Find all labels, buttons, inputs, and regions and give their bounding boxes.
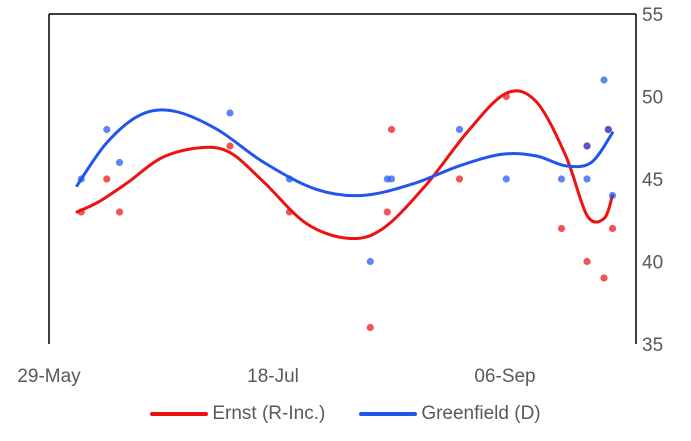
- data-point-greenfield-1: [103, 126, 110, 133]
- y-tick-label-4: 55: [642, 5, 663, 26]
- data-point-greenfield-5: [367, 258, 374, 265]
- data-point-greenfield-2: [116, 159, 123, 166]
- legend-label-ernst: Ernst (R-Inc.): [212, 403, 325, 425]
- y-tick-label-2: 45: [642, 170, 663, 191]
- data-point-greenfield-0: [78, 175, 85, 182]
- data-point-ernst-1: [103, 175, 110, 182]
- data-point-greenfield-11: [583, 175, 590, 182]
- data-point-greenfield-10: [558, 175, 565, 182]
- data-point-ernst-11: [583, 258, 590, 265]
- data-point-greenfield-14: [605, 126, 612, 133]
- legend-item-greenfield: Greenfield (D): [359, 403, 540, 425]
- data-point-greenfield-15: [609, 192, 616, 199]
- y-tick-label-1: 40: [642, 253, 663, 274]
- data-point-ernst-15: [609, 225, 616, 232]
- data-point-ernst-2: [116, 208, 123, 215]
- x-tick-label-1: 18-Jul: [247, 366, 299, 387]
- data-point-greenfield-7: [388, 175, 395, 182]
- y-tick-label-3: 50: [642, 88, 663, 109]
- data-point-ernst-10: [558, 225, 565, 232]
- legend-item-ernst: Ernst (R-Inc.): [150, 403, 325, 425]
- data-point-ernst-4: [286, 208, 293, 215]
- y-axis-tick-labels: 35 40 45 50 55: [642, 5, 663, 356]
- data-point-ernst-3: [226, 142, 233, 149]
- data-point-greenfield-13: [600, 76, 607, 83]
- data-point-greenfield-4: [286, 175, 293, 182]
- data-point-ernst-9: [503, 93, 510, 100]
- data-point-greenfield-8: [456, 126, 463, 133]
- legend: Ernst (R-Inc.) Greenfield (D): [0, 396, 691, 432]
- y-tick-label-0: 35: [642, 335, 663, 356]
- x-tick-label-2: 06-Sep: [474, 366, 535, 387]
- data-point-greenfield-12: [583, 142, 590, 149]
- data-point-ernst-13: [600, 274, 607, 281]
- data-point-greenfield-3: [226, 109, 233, 116]
- data-point-ernst-7: [388, 126, 395, 133]
- data-point-ernst-0: [78, 208, 85, 215]
- legend-label-greenfield: Greenfield (D): [421, 403, 540, 425]
- x-tick-label-0: 29-May: [17, 366, 81, 387]
- data-point-ernst-6: [384, 208, 391, 215]
- data-point-ernst-8: [456, 175, 463, 182]
- legend-swatch-ernst: [150, 412, 208, 416]
- plot-area: [49, 14, 636, 344]
- legend-swatch-greenfield: [359, 412, 417, 416]
- data-point-ernst-5: [367, 324, 374, 331]
- x-axis-tick-labels: 29-May 18-Jul 06-Sep: [17, 366, 535, 387]
- data-point-greenfield-9: [503, 175, 510, 182]
